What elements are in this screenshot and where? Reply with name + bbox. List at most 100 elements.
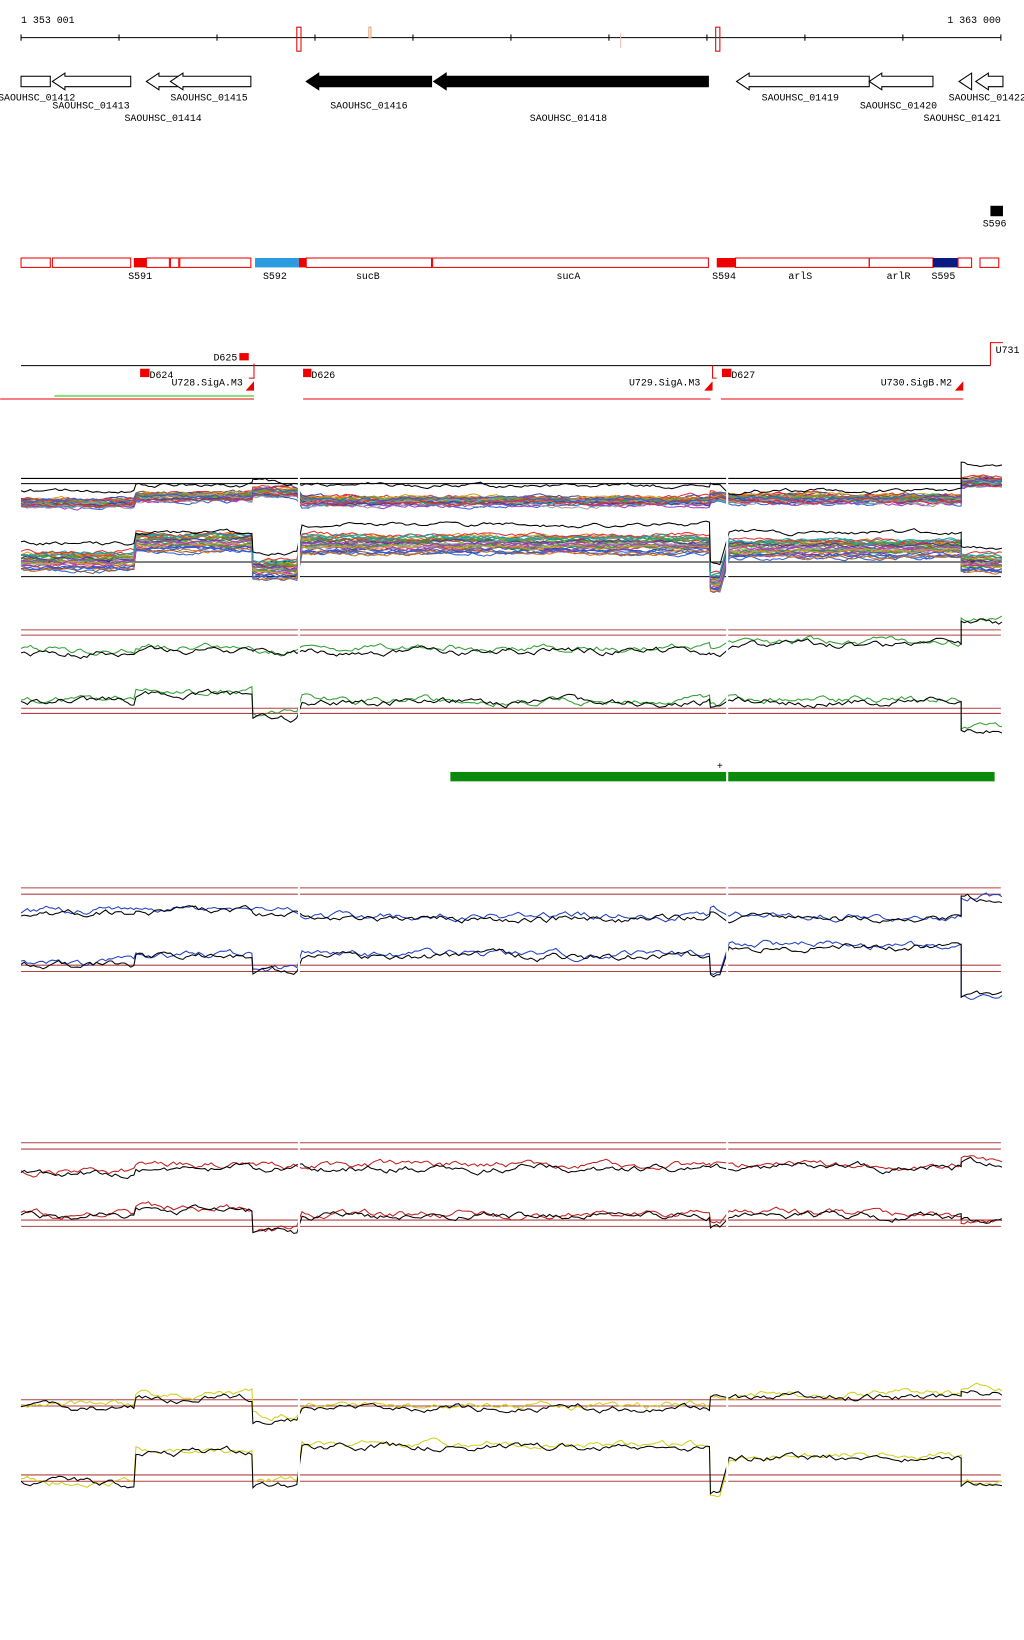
marker xyxy=(140,368,150,378)
trace xyxy=(20,541,1002,585)
segment xyxy=(20,257,51,268)
segment xyxy=(133,258,147,268)
trace xyxy=(20,1155,1003,1178)
segment xyxy=(716,258,736,268)
trace xyxy=(20,532,1003,577)
trace xyxy=(20,1204,1003,1234)
gene-arrow xyxy=(868,72,934,91)
trace xyxy=(20,1390,1003,1425)
gene-label: SAOUHSC_01419 xyxy=(762,92,839,103)
ruler-end: 1 363 000 xyxy=(947,15,1001,26)
segment-label: arlR xyxy=(887,271,911,282)
ruler: 1 353 001 1 363 000 xyxy=(21,15,1001,52)
upstream-label: U728.SigA.M3 xyxy=(171,377,242,388)
segment xyxy=(868,257,934,268)
gene-arrow xyxy=(305,72,433,91)
trace xyxy=(20,481,1003,508)
ruler-mark xyxy=(715,26,721,52)
trace xyxy=(20,478,1003,504)
gene-label: SAOUHSC_01420 xyxy=(860,101,937,112)
upstream-label: D624 xyxy=(150,370,174,381)
segment-label: sucB xyxy=(356,271,380,282)
marker xyxy=(704,381,713,391)
upstream-label: U730.SigB.M2 xyxy=(881,377,952,388)
trace xyxy=(20,1201,1003,1233)
segment-label: S595 xyxy=(932,271,956,282)
marker xyxy=(954,381,964,391)
trace xyxy=(20,481,1002,505)
ruler-ticks xyxy=(20,34,1002,41)
marker xyxy=(245,381,254,391)
trace xyxy=(20,942,1003,999)
segment-label: S591 xyxy=(128,271,152,282)
ruler-mark xyxy=(296,26,302,52)
trace xyxy=(20,893,1003,924)
segment-track: S591 S592 sucB sucA S594 arlS arlR S595 … xyxy=(20,205,1007,282)
marker xyxy=(248,363,255,379)
trace xyxy=(20,1437,1002,1498)
upstream-label: D627 xyxy=(731,370,755,381)
gene-label: SAOUHSC_01412 xyxy=(0,92,75,103)
segment-label: S596 xyxy=(983,219,1007,230)
marker-label: + xyxy=(717,761,723,772)
gene-label: SAOUHSC_01418 xyxy=(530,113,607,124)
upstream-label: U731 xyxy=(996,345,1020,356)
marker xyxy=(239,353,249,361)
trace xyxy=(20,688,1003,734)
trace xyxy=(20,520,1003,566)
gene-box xyxy=(20,75,51,88)
trace xyxy=(20,939,1003,1000)
trace xyxy=(20,541,1003,587)
marker xyxy=(721,368,732,378)
trace xyxy=(20,461,1003,496)
upstream-track: D625 U731 D624 U728.SigA.M3 D626 U729.Si… xyxy=(0,342,1020,400)
segment xyxy=(735,257,870,268)
segment xyxy=(255,258,299,268)
segment xyxy=(169,257,180,268)
gene-label: SAOUHSC_01414 xyxy=(124,113,201,124)
marker xyxy=(989,342,1003,366)
ruler-mark xyxy=(368,26,372,39)
segment xyxy=(179,257,252,268)
segment xyxy=(145,257,170,268)
trace xyxy=(20,1156,1003,1180)
marker xyxy=(712,365,717,379)
gene-arrow xyxy=(974,72,1004,91)
gene-arrow xyxy=(432,72,709,91)
gene-arrow xyxy=(169,72,252,91)
trace xyxy=(20,483,1002,507)
trace xyxy=(20,539,1003,583)
segment xyxy=(298,258,307,268)
segment xyxy=(957,257,973,268)
gene-arrow xyxy=(735,72,870,91)
upstream-label: U729.SigA.M3 xyxy=(629,377,700,388)
segment xyxy=(932,258,959,268)
segment xyxy=(432,257,709,268)
segment xyxy=(305,257,433,268)
gene-track: SAOUHSC_01412 SAOUHSC_01413 SAOUHSC_0141… xyxy=(0,72,1024,124)
trace xyxy=(20,1382,1003,1422)
trace xyxy=(20,545,1003,591)
segment-label: S592 xyxy=(263,271,287,282)
gene-label: SAOUHSC_01413 xyxy=(52,101,129,112)
segment xyxy=(979,257,1000,268)
gene-arrow xyxy=(958,72,973,91)
trace xyxy=(20,892,1003,923)
gene-label: SAOUHSC_01421 xyxy=(924,113,1001,124)
marker xyxy=(303,368,312,378)
segment-label: arlS xyxy=(788,271,812,282)
expression-tracks xyxy=(20,443,1003,1505)
highlight-bar xyxy=(450,771,995,782)
ruler-start: 1 353 001 xyxy=(21,15,75,26)
gene-label: SAOUHSC_01416 xyxy=(330,101,407,112)
gene-label: SAOUHSC_01415 xyxy=(170,92,247,103)
segment-label: S594 xyxy=(712,271,736,282)
segment-label: sucA xyxy=(557,271,581,282)
upstream-label: D626 xyxy=(311,370,335,381)
trace xyxy=(20,618,1003,660)
gene-label: SAOUHSC_01422 xyxy=(949,92,1024,103)
segment xyxy=(51,257,132,268)
upstream-label: D625 xyxy=(213,352,237,363)
